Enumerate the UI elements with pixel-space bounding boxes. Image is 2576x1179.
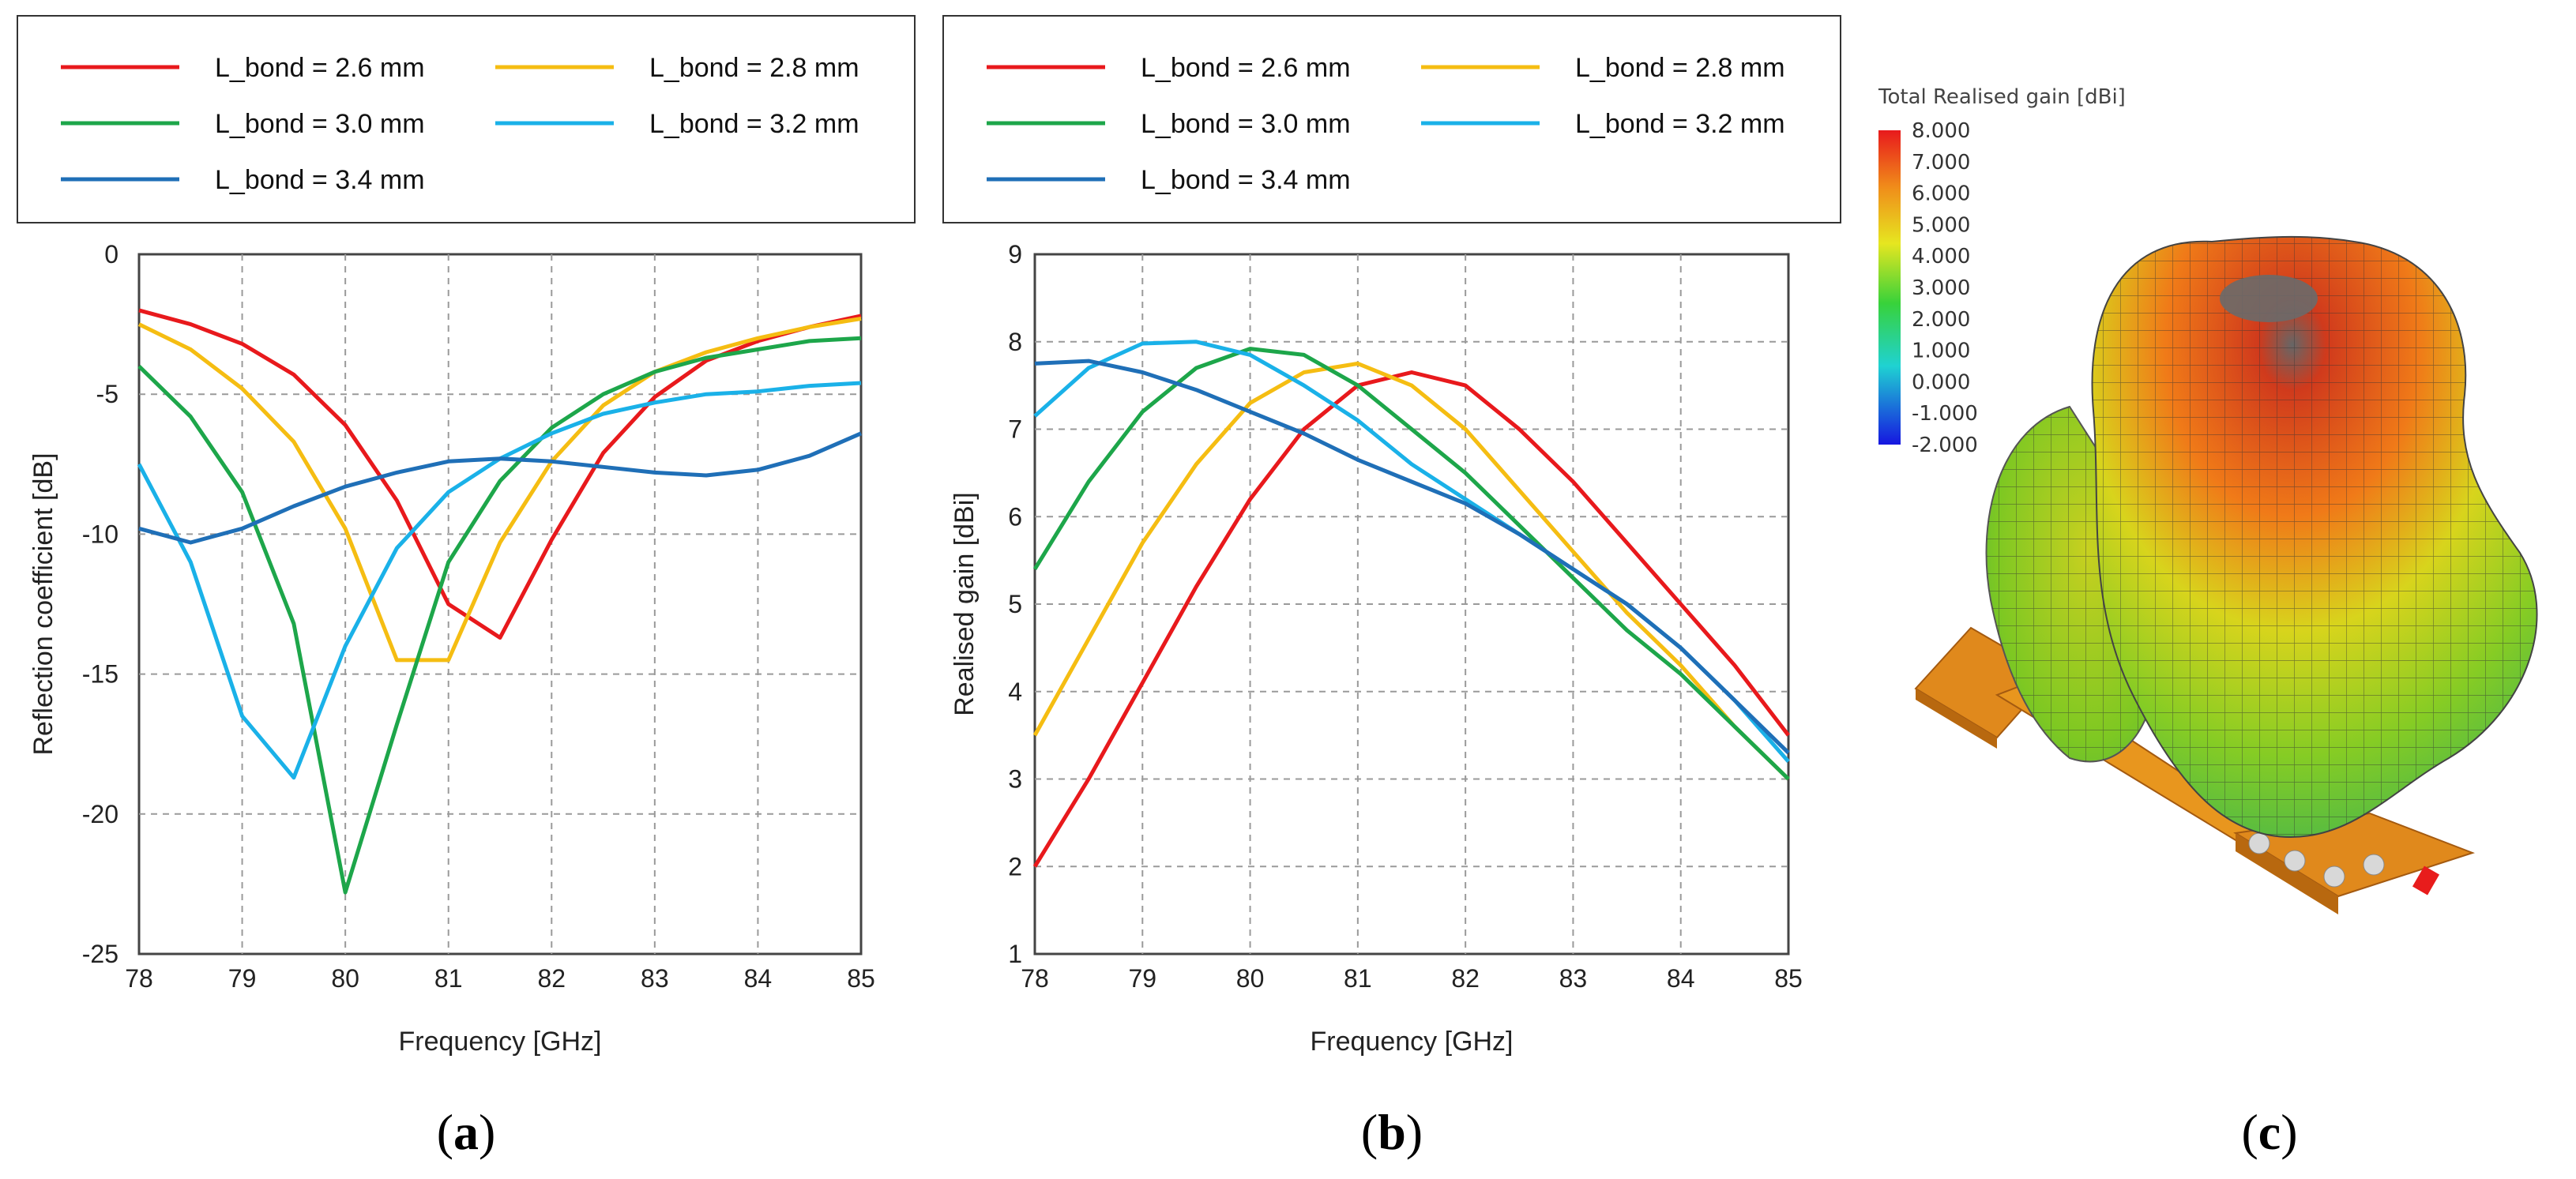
x-axis-title-b: Frequency [GHz] — [1311, 1027, 1514, 1057]
y-tick-label: 2 — [1008, 852, 1022, 880]
series-line-2 — [1032, 361, 1790, 781]
legend-label-4: L_bond = 3.2 mm — [649, 109, 859, 139]
legend-label-4: L_bond = 3.2 mm — [1575, 109, 1785, 139]
x-tick-label: 78 — [1021, 964, 1049, 993]
panel-label-b: (b) — [1361, 1104, 1423, 1160]
y-tick-label: 0 — [104, 240, 118, 268]
y-tick-label: -15 — [82, 660, 118, 689]
x-tick-label: 80 — [331, 964, 359, 993]
colorbar-tick-label: -2.000 — [1912, 434, 1978, 457]
panel-letter-c: c — [2258, 1104, 2281, 1160]
colorbar-tick-label: 4.000 — [1912, 245, 1970, 268]
series-line-5 — [1034, 359, 1790, 755]
colorbar-tick-label: -1.000 — [1912, 402, 1978, 426]
y-tick-label: -10 — [82, 520, 118, 548]
y-tick-label: -25 — [82, 940, 118, 968]
y-tick-label: 3 — [1008, 765, 1022, 794]
x-tick-label: 84 — [1667, 964, 1695, 993]
legend-label-5: L_bond = 3.4 mm — [215, 165, 425, 195]
colorbar-tick-label: 2.000 — [1912, 308, 1970, 332]
colorbar-tick-label: 7.000 — [1912, 151, 1970, 175]
legend-label-3: L_bond = 3.0 mm — [215, 109, 425, 139]
series-lines-a — [137, 308, 862, 895]
legend-b: L_bond = 2.6 mm L_bond = 2.8 mm L_bond = 3… — [987, 53, 1785, 195]
colorbar-tick-label: 6.000 — [1912, 182, 1970, 206]
panel-label-a: (a) — [437, 1104, 496, 1160]
x-tick-label: 79 — [1128, 964, 1156, 993]
legend-label-2: L_bond = 2.8 mm — [1575, 53, 1785, 83]
legend-label-2: L_bond = 2.8 mm — [649, 53, 859, 83]
y-tick-label: 5 — [1008, 590, 1022, 618]
colorbar-ticks: 8.000 7.000 6.000 5.000 4.000 3.000 2.000 1.000… — [1912, 119, 1978, 457]
colorbar — [1878, 130, 1901, 445]
panel-b: L_bond = 2.6 mm L_bond = 2.8 mm L_bond = 3… — [942, 15, 1841, 1160]
x-tick-label: 85 — [1774, 964, 1803, 993]
y-axis-title-a: Reflection coefficient [dB] — [28, 452, 58, 755]
legend-box-a — [17, 15, 916, 223]
panel-letter-b: b — [1378, 1104, 1406, 1160]
legend-label-5: L_bond = 3.4 mm — [1141, 165, 1351, 195]
x-tick-label: 82 — [1451, 964, 1480, 993]
panel-label-c: (c) — [2241, 1104, 2297, 1160]
x-tick-label: 85 — [847, 964, 875, 993]
grid-a — [139, 254, 861, 954]
panel-letter-a: a — [453, 1104, 479, 1160]
plot-frame-a — [137, 253, 863, 956]
series-line-2 — [137, 317, 862, 663]
y-tick-label: -5 — [96, 380, 118, 408]
colorbar-tick-label: 1.000 — [1912, 340, 1970, 363]
y-axis-title-b: Realised gain [dBi] — [950, 492, 980, 716]
x-tick-label: 81 — [1344, 964, 1372, 993]
y-tick-label: 6 — [1008, 502, 1022, 531]
x-tick-label: 82 — [537, 964, 566, 993]
legend-label-1: L_bond = 2.6 mm — [1141, 53, 1351, 83]
legend-a: L_bond = 2.6 mm L_bond = 2.8 mm L_bond = 3… — [61, 53, 859, 195]
x-tick-label: 83 — [1559, 964, 1588, 993]
y-tick-label: 4 — [1008, 678, 1022, 706]
colorbar-tick-label: 5.000 — [1912, 213, 1970, 237]
legend-box-b — [942, 15, 1841, 223]
y-tick-label: 1 — [1008, 940, 1022, 968]
panel-a: L_bond = 2.6 mm L_bond = 2.8 mm L_bond = 3… — [17, 15, 916, 1160]
colorbar-tick-label: 8.000 — [1912, 119, 1970, 143]
x-tick-label: 83 — [641, 964, 669, 993]
series-line-5 — [138, 431, 862, 545]
y-tick-label: 7 — [1008, 415, 1022, 444]
x-tick-label: 80 — [1236, 964, 1265, 993]
colorbar-tick-label: 0.000 — [1912, 370, 1970, 394]
x-tick-label: 78 — [125, 964, 153, 993]
x-axis-title-a: Frequency [GHz] — [399, 1027, 602, 1057]
x-tick-label: 84 — [744, 964, 773, 993]
series-line-1 — [1032, 370, 1790, 868]
colorbar-title: Total Realised gain [dBi] — [1878, 85, 2126, 109]
y-tick-label: 8 — [1008, 328, 1022, 356]
radiation-pattern-3d — [1985, 235, 2538, 839]
legend-label-3: L_bond = 3.0 mm — [1141, 109, 1351, 139]
x-tick-label: 81 — [434, 964, 463, 993]
y-tick-label: -20 — [82, 800, 118, 828]
colorbar-tick-label: 3.000 — [1912, 276, 1970, 300]
series-lines-b — [1032, 340, 1790, 868]
series-line-3 — [1032, 347, 1790, 781]
y-tick-label: 9 — [1008, 240, 1022, 268]
x-tick-label: 79 — [228, 964, 257, 993]
legend-label-1: L_bond = 2.6 mm — [215, 53, 425, 83]
series-line-3 — [137, 336, 862, 895]
series-line-1 — [138, 308, 862, 640]
tick-labels-a: 78 79 80 81 82 83 84 85 0 -5 -10 -15 -20 -25 — [82, 240, 875, 993]
panel-c: Total Realised gain [dBi] 8.000 7.000 6.00… — [1878, 85, 2538, 1160]
